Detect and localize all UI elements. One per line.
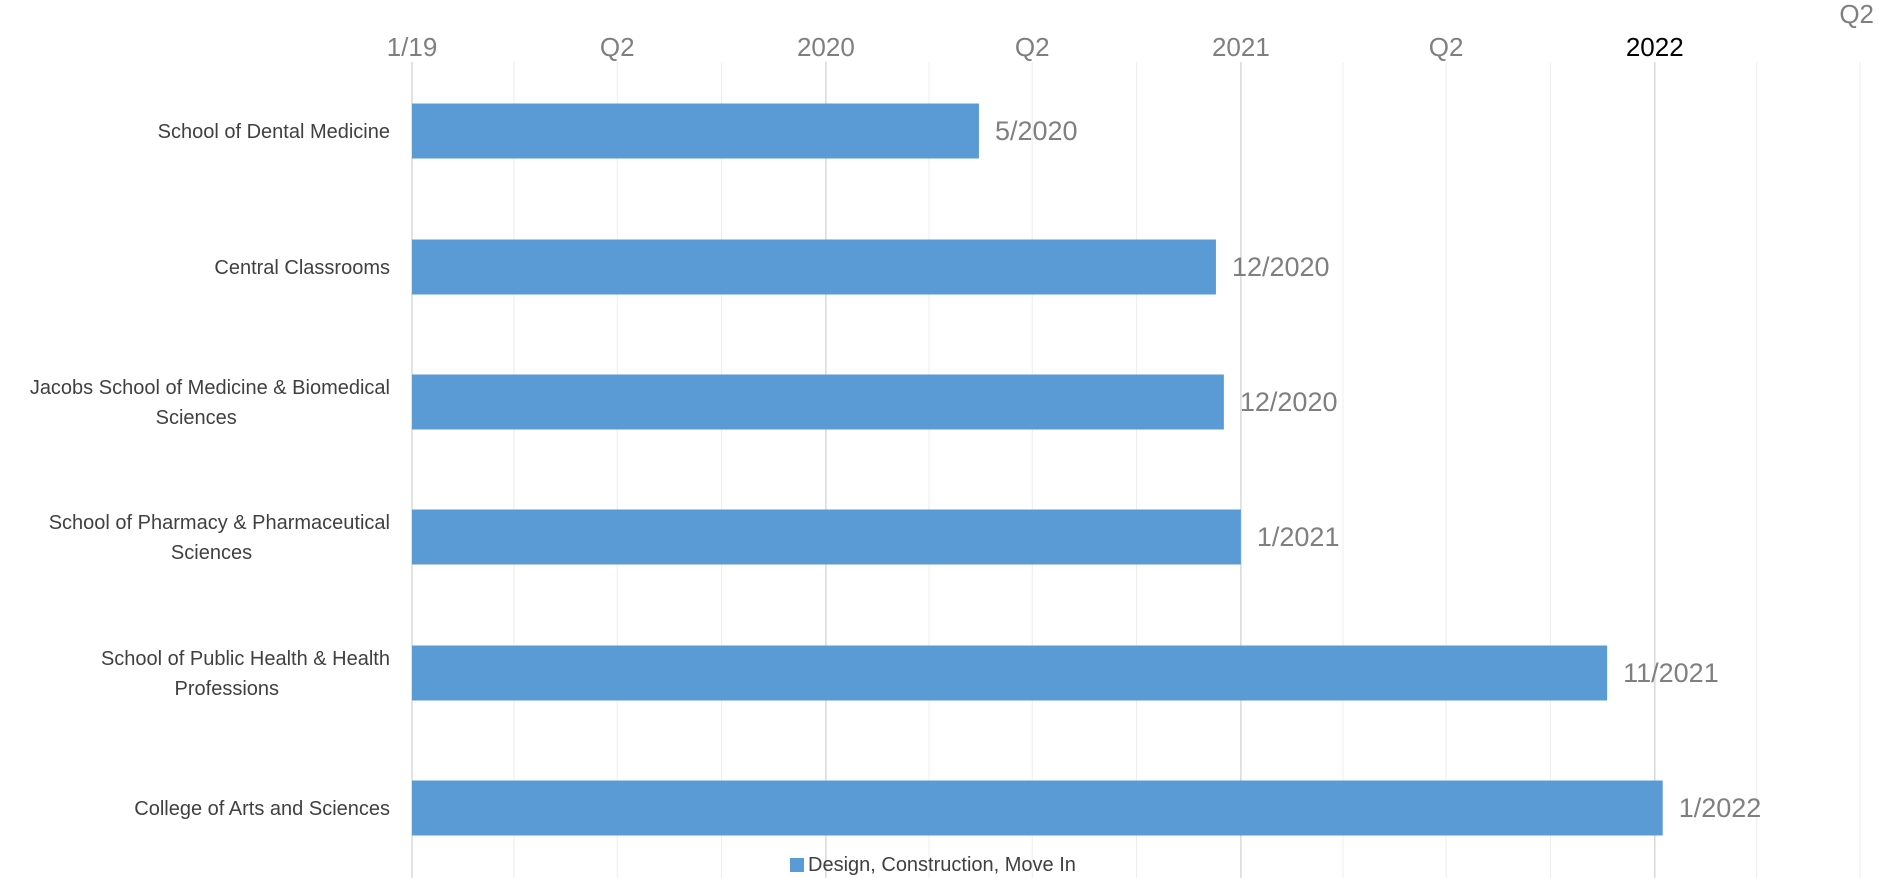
bars	[412, 103, 1663, 836]
data-label: 5/2020	[995, 116, 1078, 146]
category-label-line: Jacobs School of Medicine & Biomedical	[30, 377, 390, 399]
legend-label: Design, Construction, Move In	[808, 854, 1076, 876]
category-label: Jacobs School of Medicine & Biomedical Sc…	[30, 377, 390, 429]
x-tick-label: 1/19	[387, 32, 438, 62]
category-label-line: School of Pharmacy & Pharmaceutical	[49, 512, 390, 534]
bar	[412, 374, 1224, 430]
category-label-line: College of Arts and Sciences	[134, 798, 390, 820]
data-label: 1/2021	[1257, 522, 1340, 552]
category-label: College of Arts and Sciences	[134, 798, 390, 820]
bar	[412, 103, 979, 159]
x-tick-label: Q2	[1429, 32, 1464, 62]
category-label: School of Pharmacy & Pharmaceutical Scien…	[49, 512, 390, 564]
category-label: School of Public Health & Health Professi…	[101, 648, 390, 700]
data-label: 12/2020	[1240, 387, 1338, 417]
bar	[412, 239, 1216, 295]
data-label: 11/2021	[1623, 658, 1719, 688]
x-tick-label: 2022	[1626, 32, 1684, 62]
x-tick-label: 2020	[797, 32, 855, 62]
category-label-line: Professions	[175, 678, 280, 700]
category-label-line: Sciences	[156, 407, 237, 429]
legend-swatch	[790, 858, 804, 872]
bar	[412, 645, 1608, 701]
category-label-line: Central Classrooms	[214, 257, 390, 279]
x-tick-label: Q2	[600, 32, 635, 62]
x-tick-label: Q2	[1015, 32, 1050, 62]
category-label-line: School of Dental Medicine	[158, 121, 390, 143]
bar	[412, 780, 1663, 836]
x-axis-ticks: 1/19 Q2 2020 Q2 2021 Q2 2022 Q2	[387, 0, 1874, 62]
legend: Design, Construction, Move In	[790, 854, 1076, 876]
category-label-line: Sciences	[171, 542, 252, 564]
bar	[412, 509, 1241, 565]
x-tick-label: 2021	[1212, 32, 1270, 62]
category-label: School of Dental Medicine	[158, 121, 390, 143]
category-label-line: School of Public Health & Health	[101, 648, 390, 670]
data-label: 1/2022	[1679, 793, 1762, 823]
data-label: 12/2020	[1232, 252, 1330, 282]
x-tick-label: Q2	[1839, 0, 1874, 29]
category-labels: School of Dental Medicine Central Classro…	[30, 121, 390, 820]
data-labels: 5/2020 12/2020 12/2020 1/2021 11/2021 1/2022	[995, 116, 1761, 823]
category-label: Central Classrooms	[214, 257, 390, 279]
grid-layer	[411, 62, 1861, 878]
